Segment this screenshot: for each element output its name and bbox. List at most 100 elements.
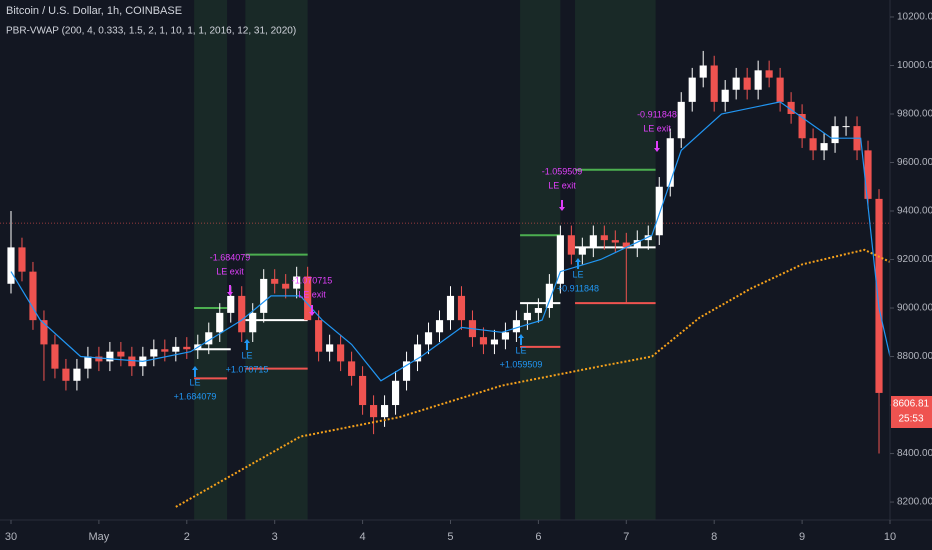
y-tick-label: 9400.00 bbox=[897, 206, 932, 217]
x-tick-label: 4 bbox=[360, 531, 366, 543]
candle-body bbox=[633, 240, 641, 248]
signal-arrow bbox=[244, 339, 250, 350]
candle-body bbox=[359, 375, 367, 406]
signal-label: LE bbox=[515, 345, 526, 355]
candle-body bbox=[18, 247, 26, 272]
signal-arrow bbox=[518, 334, 524, 345]
candle-body bbox=[413, 344, 422, 362]
candle-body bbox=[106, 351, 114, 362]
candle-body bbox=[831, 126, 839, 144]
candle-body bbox=[227, 295, 235, 313]
candle-body bbox=[479, 337, 488, 345]
x-tick-label: 8 bbox=[711, 531, 717, 543]
candle-body bbox=[150, 349, 158, 357]
signal-label: LE exit bbox=[643, 123, 671, 133]
signal-label: LE exit bbox=[216, 266, 244, 276]
candle-body bbox=[391, 380, 400, 406]
candle-body bbox=[765, 70, 773, 78]
candle-body bbox=[732, 77, 740, 90]
candle-body bbox=[29, 271, 37, 321]
signal-arrow bbox=[309, 305, 315, 316]
candle-body bbox=[271, 278, 279, 284]
y-tick-label: 8800.00 bbox=[897, 351, 932, 362]
candle-body bbox=[721, 89, 729, 102]
candle-body bbox=[435, 320, 444, 333]
price-tag bbox=[891, 396, 932, 428]
candle-body bbox=[622, 242, 630, 248]
candle-body bbox=[238, 295, 246, 333]
candle-body bbox=[282, 283, 290, 289]
candle-body bbox=[348, 361, 356, 376]
candle-body bbox=[776, 77, 784, 102]
candle-body bbox=[875, 198, 883, 393]
candle-body bbox=[183, 346, 191, 350]
candle-body bbox=[809, 138, 817, 151]
candle-body bbox=[699, 65, 707, 78]
signal-arrow bbox=[227, 285, 233, 296]
signal-label: LE exit bbox=[548, 180, 576, 190]
signal-arrow bbox=[654, 141, 660, 152]
y-tick-label: 8400.00 bbox=[897, 448, 932, 459]
candle-body bbox=[534, 308, 542, 313]
candle-body bbox=[161, 349, 169, 352]
indicator-line bbox=[10, 101, 891, 382]
x-tick-label: 7 bbox=[623, 531, 629, 543]
candle-body bbox=[7, 247, 15, 284]
candle-body bbox=[95, 356, 103, 362]
candle-body bbox=[677, 101, 685, 139]
signal-zone bbox=[245, 0, 308, 520]
plot-area: LE +1.684079 -1.684079 LE exit LE +1.070715 -1… bbox=[0, 0, 891, 520]
candle-body bbox=[523, 312, 531, 321]
candle-body bbox=[710, 65, 718, 102]
candle-body bbox=[556, 235, 564, 284]
candle-body bbox=[337, 344, 345, 362]
candle-body bbox=[326, 344, 334, 352]
candle-body bbox=[567, 235, 575, 255]
candle-body bbox=[820, 143, 828, 151]
signal-zone bbox=[575, 0, 656, 520]
candle-body bbox=[73, 368, 81, 381]
last-price-label: 8606.81 bbox=[893, 399, 930, 410]
y-tick-label: 9200.00 bbox=[897, 254, 932, 265]
candle-body bbox=[128, 356, 136, 367]
candle-body bbox=[402, 361, 411, 381]
signal-label: -1.684079 bbox=[210, 252, 251, 262]
x-tick-label: 10 bbox=[884, 531, 896, 543]
x-tick-label: 30 bbox=[5, 531, 17, 543]
candle-body bbox=[205, 332, 213, 345]
candle-body bbox=[216, 312, 224, 333]
y-tick-label: 8200.00 bbox=[897, 497, 932, 508]
y-tick-label: 10000.00 bbox=[897, 60, 932, 71]
signal-label: +1.684079 bbox=[174, 391, 217, 401]
candle-body bbox=[578, 247, 586, 255]
signal-label: -1.059509 bbox=[542, 166, 583, 176]
candle-body bbox=[589, 235, 597, 248]
candle-body bbox=[490, 339, 499, 345]
signal-label: +1.070715 bbox=[226, 364, 269, 374]
candle-body bbox=[380, 405, 389, 418]
signal-label: LE bbox=[189, 377, 200, 387]
indicator-line bbox=[175, 248, 891, 508]
candle-body bbox=[62, 368, 70, 381]
candle-body bbox=[293, 276, 301, 289]
signal-label: +0.911848 bbox=[557, 283, 599, 293]
candle-body bbox=[688, 77, 696, 102]
candle-body bbox=[304, 276, 312, 321]
candle-body bbox=[457, 295, 466, 321]
candle-body bbox=[117, 351, 125, 357]
x-tick-label: 9 bbox=[799, 531, 805, 543]
candle-body bbox=[600, 235, 608, 241]
candle-body bbox=[512, 320, 520, 333]
x-tick-label: May bbox=[88, 531, 109, 543]
candle-body bbox=[545, 283, 553, 309]
candle-body bbox=[446, 295, 455, 321]
candle-body bbox=[611, 240, 619, 243]
y-tick-label: 9600.00 bbox=[897, 157, 932, 168]
candle-body bbox=[743, 77, 751, 90]
candle-body bbox=[424, 332, 433, 345]
signal-zone bbox=[520, 0, 561, 520]
candle-body bbox=[787, 101, 795, 114]
candle-body bbox=[644, 235, 652, 241]
